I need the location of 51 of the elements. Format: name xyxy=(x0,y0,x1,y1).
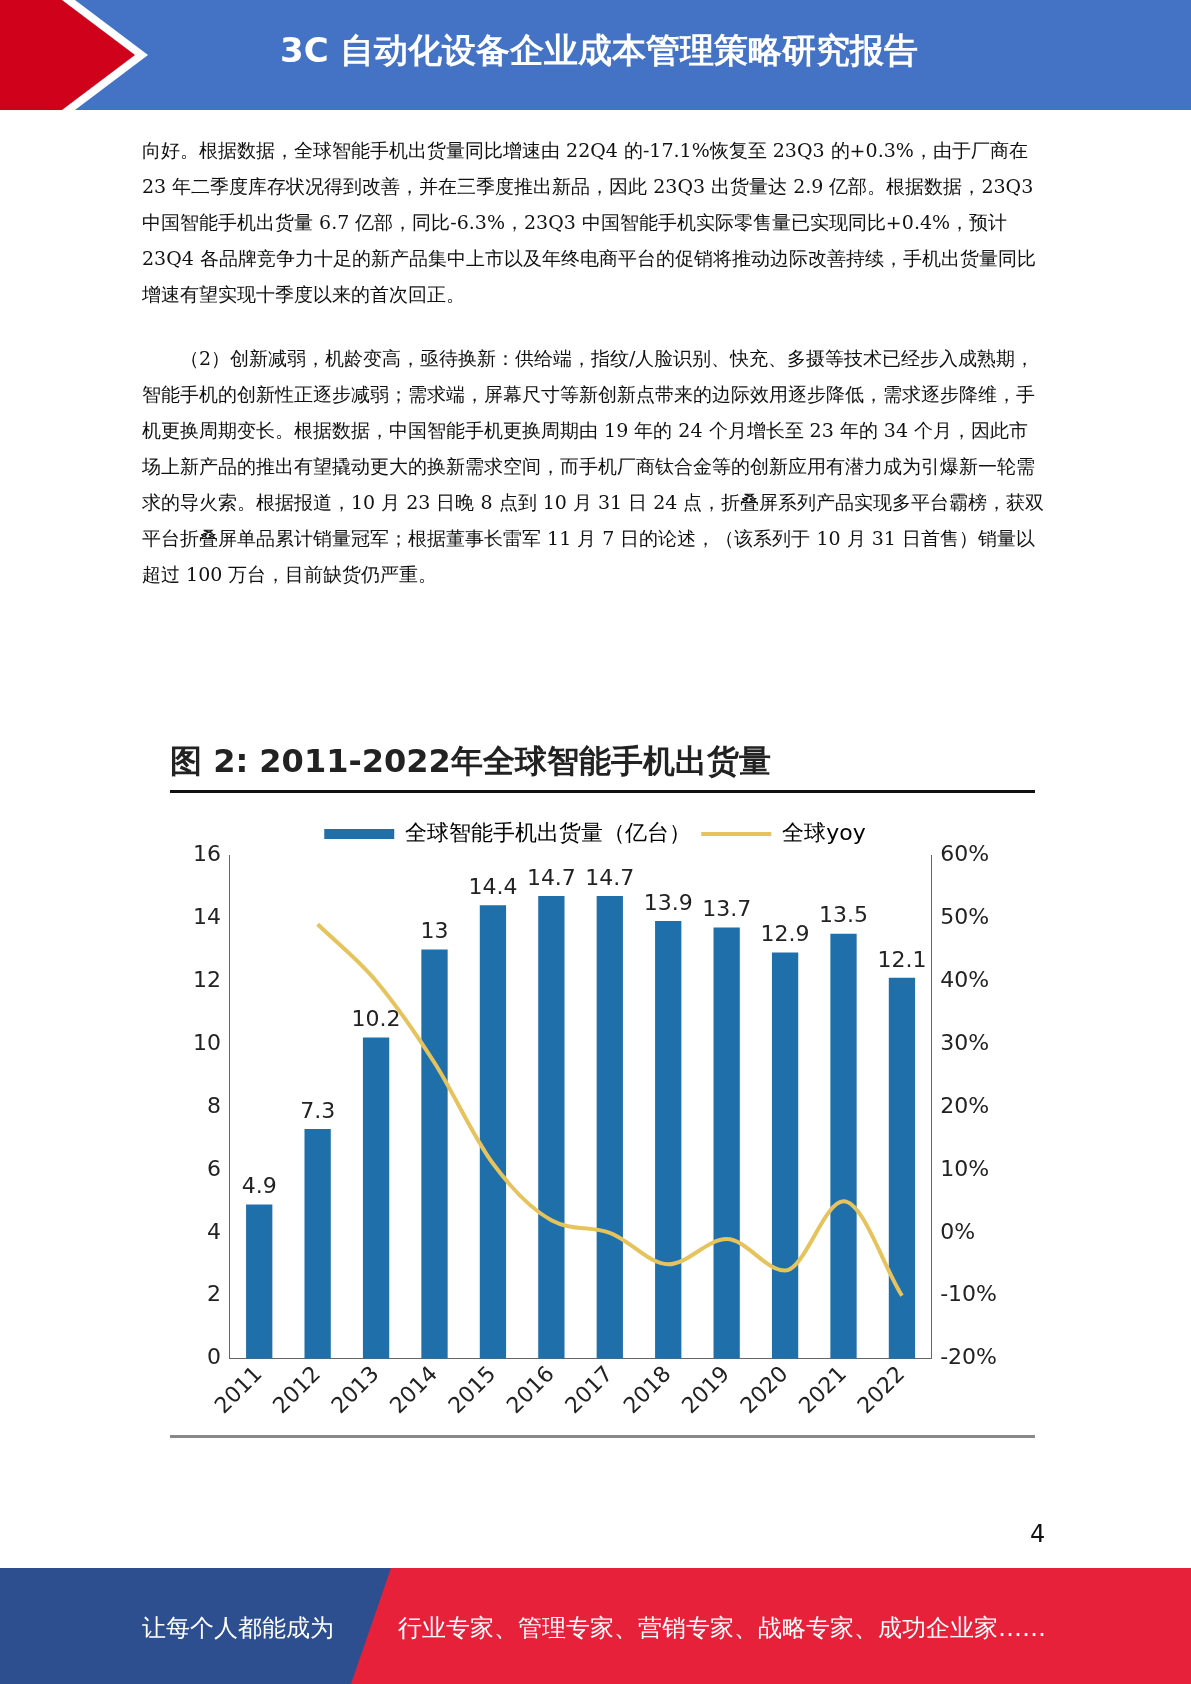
y2-tick-label: 20% xyxy=(940,1092,990,1118)
data-label: 12.9 xyxy=(760,921,810,947)
bar xyxy=(830,933,857,1359)
data-label: 14.7 xyxy=(526,864,576,890)
legend-label: 全球智能手机出货量（亿台） xyxy=(405,819,692,845)
y-tick-label: 12 xyxy=(192,966,221,992)
bar xyxy=(362,1037,390,1359)
y2-tick-label: 40% xyxy=(940,966,990,992)
text: （2）创新减弱，机龄变高，亟待换新：供给端，指纹/人脸识别、快充、多摄等技术已经步入成熟期，智能手机的创新性正逐步减弱；需求端，屏幕尺寸等新创新点带来的边际效用逐步降低，需求逐步降维，手机更换周期变长。根据数据，中国智能手机更换周期由 19 年的 24 个月增长至 23 年的 34 个月，因此市场上新产品的推出有望撬动更大的换新需求空间，而手机厂商钛合金等的创新应用有潜力成为引爆新一轮需求的导火索。根据报道，10 月 23 日晚 8 点到 10 月 31 日 24 点，折叠屏系列产品实现多平台霸榜，获双平台折叠屏单品累计销量冠军；根据董事长雷军 11 月 7 日的论述，（该系列于 10 月 31 日首售）销量以超过 100 万台，目前缺货仍严重。 xyxy=(142,346,1046,587)
y-tick-label: 0 xyxy=(206,1344,221,1370)
text: 让每个人都能成为 xyxy=(142,1613,334,1644)
data-label: 10.2 xyxy=(351,1006,401,1032)
y2-tick-label: 0% xyxy=(940,1218,976,1244)
data-label: 13.9 xyxy=(643,889,693,915)
text: 4 xyxy=(1030,1520,1046,1548)
data-label: 12.1 xyxy=(877,946,927,972)
bar xyxy=(713,927,740,1359)
bar xyxy=(888,977,916,1359)
data-label: 13.5 xyxy=(819,902,869,928)
y2-tick-label: 30% xyxy=(940,1029,990,1055)
bar xyxy=(538,895,565,1359)
text: 3C 自动化设备企业成本管理策略研究报告 xyxy=(280,29,919,72)
chart-title: 图 2: 2011-2022年全球智能手机出货量 xyxy=(170,740,1035,793)
bar xyxy=(246,1204,273,1359)
text: 行业专家、管理专家、营销专家、战略专家、成功企业家…… xyxy=(398,1613,1046,1644)
y-tick-label: 2 xyxy=(206,1281,221,1307)
y-tick-label: 6 xyxy=(206,1155,221,1181)
bar xyxy=(304,1128,331,1359)
y-tick-label: 8 xyxy=(206,1092,221,1118)
y2-tick-label: -20% xyxy=(940,1344,998,1370)
bar xyxy=(655,921,682,1359)
y-tick-label: 14 xyxy=(192,903,221,929)
y2-tick-label: 60% xyxy=(940,840,990,866)
data-label: 13 xyxy=(420,918,449,944)
y-tick-label: 16 xyxy=(192,840,221,866)
legend-label: 全球yoy xyxy=(782,819,866,845)
data-label: 7.3 xyxy=(300,1097,336,1123)
data-label: 4.9 xyxy=(241,1173,277,1199)
y2-tick-label: 10% xyxy=(940,1155,990,1181)
data-label: 14.7 xyxy=(585,864,635,890)
data-label: 14.4 xyxy=(468,874,518,900)
y-tick-label: 4 xyxy=(206,1218,221,1244)
bar xyxy=(479,905,507,1359)
data-label: 13.7 xyxy=(702,896,752,922)
y-tick-label: 10 xyxy=(192,1029,221,1055)
bar xyxy=(421,949,448,1359)
bar xyxy=(596,895,623,1359)
y2-tick-label: -10% xyxy=(940,1281,998,1307)
y2-tick-label: 50% xyxy=(940,903,990,929)
text: 向好。根据数据，全球智能手机出货量同比增速由 22Q4 的-17.1%恢复至 23Q3 的+0.3%，由于厂商在 23 年二季度库存状况得到改善，并在三季度推出新品，因此 23Q3 出货量达 2.9 亿部。根据数据，23Q3 中国智能手机出货量 6.7 亿部，同比-6.3%，23Q3 中国智能手机实际零售量已实现同比+0.4%，预计 23Q4 各品牌竞争力十足的新产品集中上市以及年终电商平台的促销将推动边际改善持续，手机出货量同比增速有望实现十季度以来的首次回正。 xyxy=(142,138,1037,307)
bar xyxy=(771,952,799,1359)
